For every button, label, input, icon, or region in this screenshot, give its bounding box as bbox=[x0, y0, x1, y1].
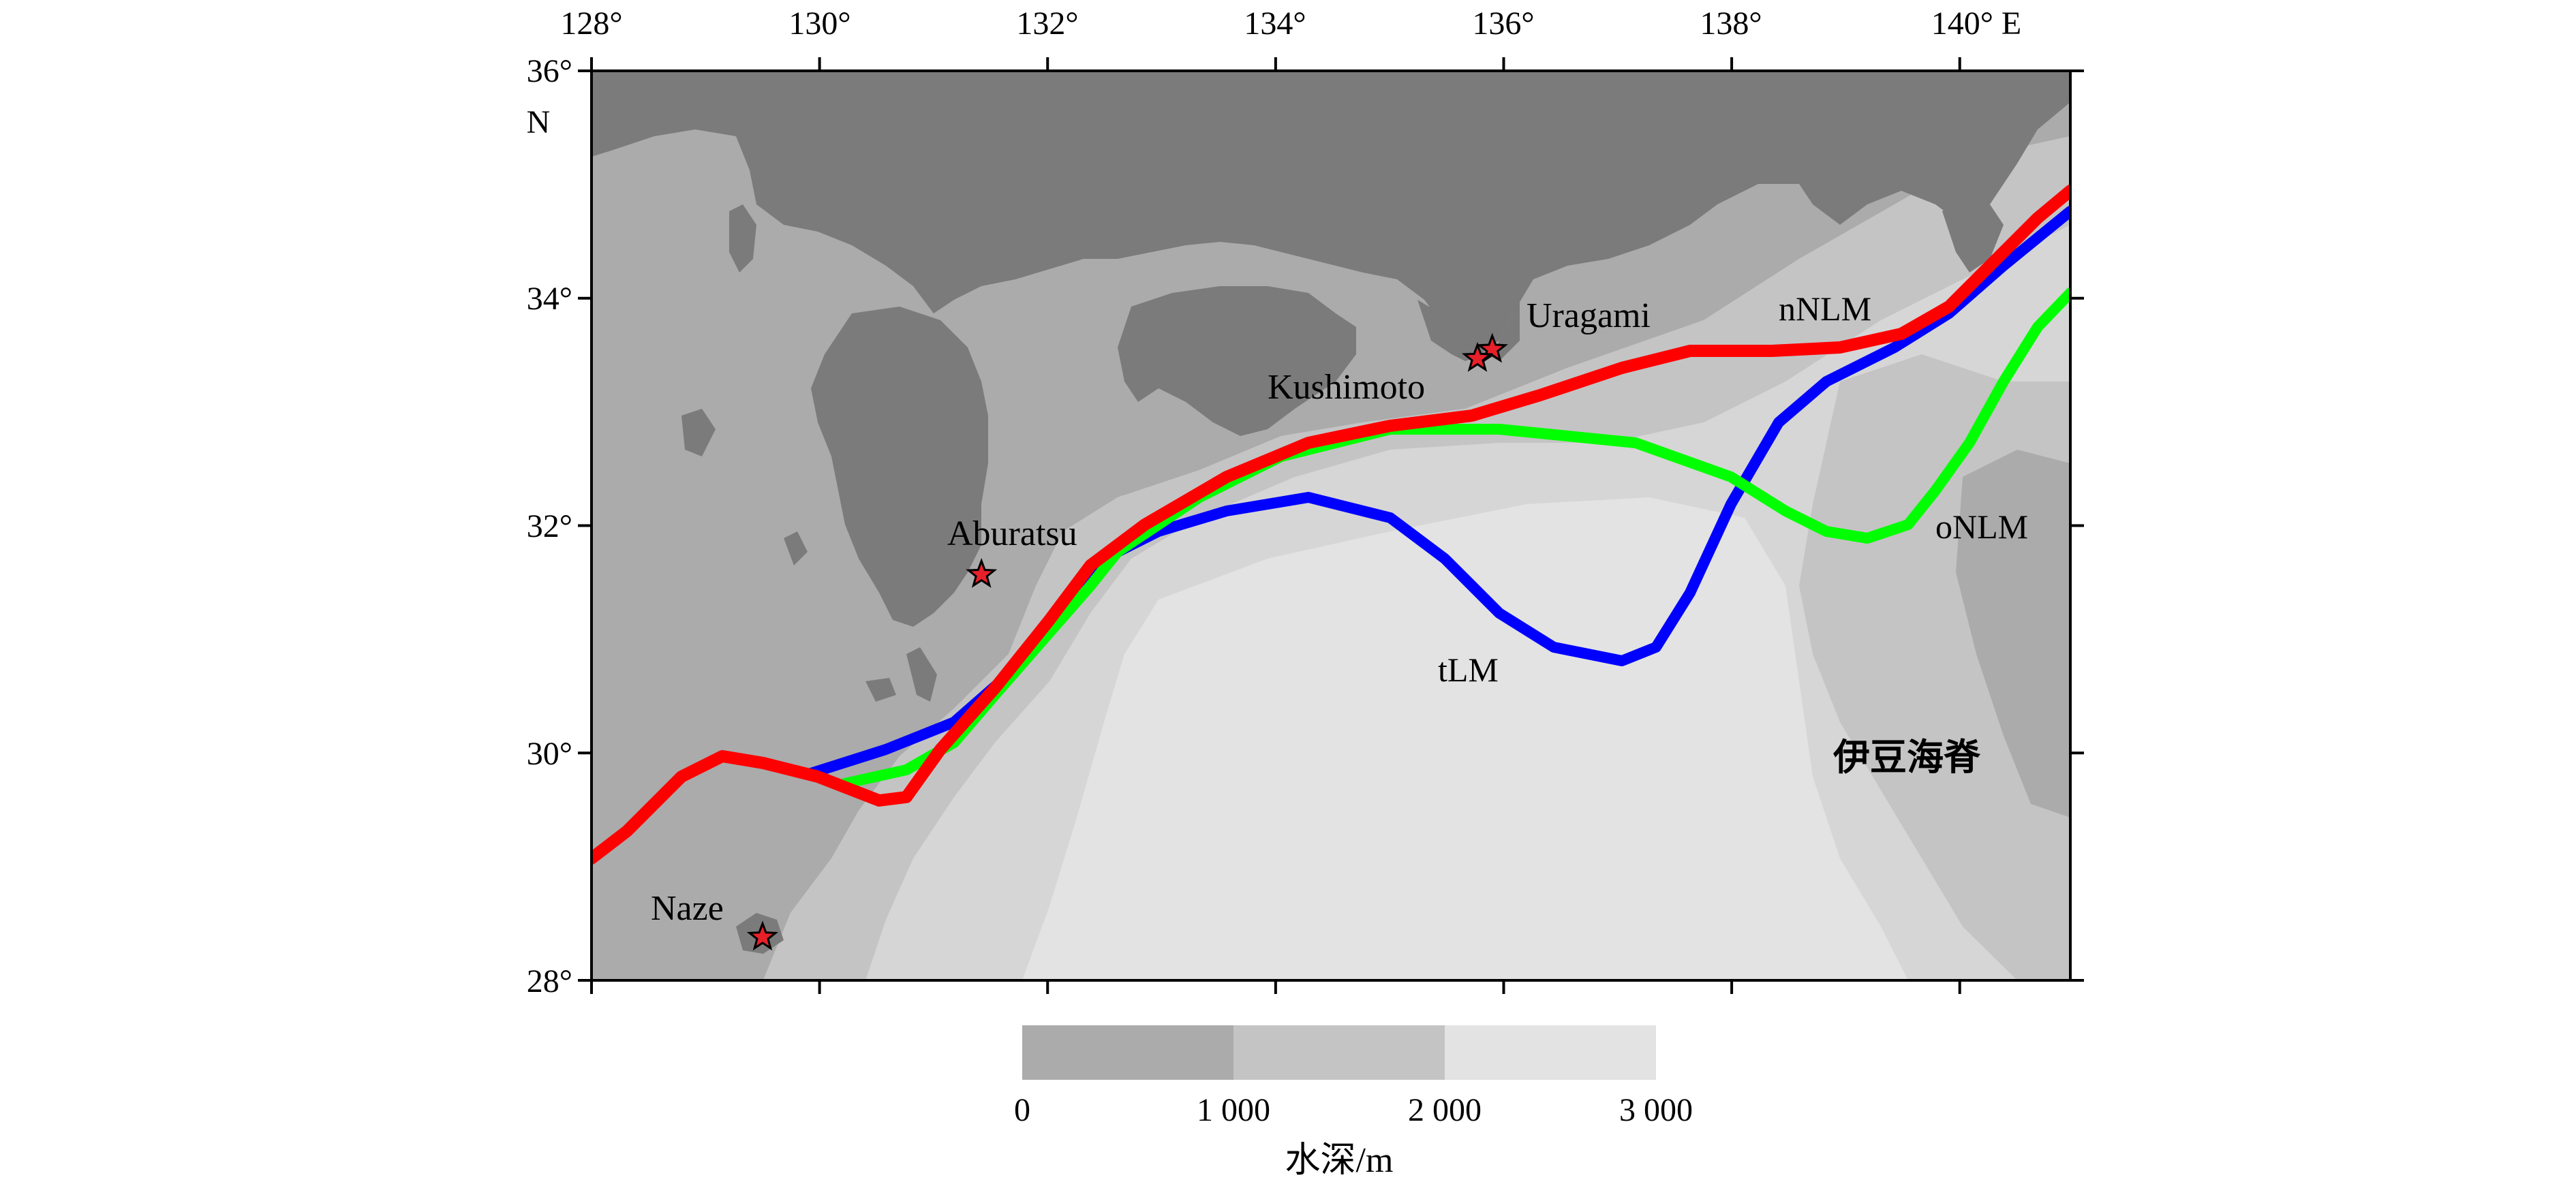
colorbar-tick-0: 0 bbox=[1014, 1092, 1030, 1128]
land-izu bbox=[1942, 198, 2004, 273]
lon-tick-140: 140° E bbox=[1931, 5, 2022, 42]
label-nNLM: nNLM bbox=[1779, 290, 1871, 328]
colorbar-swatch-0-1000 bbox=[1022, 1025, 1233, 1080]
lon-tick-136: 136° bbox=[1472, 5, 1534, 42]
station-label-aburatsu: Aburatsu bbox=[947, 514, 1077, 553]
lat-tick-32: 32° bbox=[527, 508, 572, 544]
lat-tick-36: 36° bbox=[527, 53, 572, 89]
lon-tick-132: 132° bbox=[1016, 5, 1078, 42]
lon-tick-labels: 128° 130° 132° 134° 136° 138° 140° E bbox=[560, 5, 2021, 42]
station-star-aburatsu bbox=[966, 557, 998, 588]
land-goto bbox=[681, 409, 716, 456]
path-nNLM bbox=[592, 185, 2070, 865]
lat-tick-30: 30° bbox=[527, 736, 572, 772]
land-yakushima bbox=[865, 678, 896, 702]
land-kyushu bbox=[811, 307, 988, 627]
colorbar-title: 水深/m bbox=[1285, 1141, 1394, 1180]
station-label-naze: Naze bbox=[651, 889, 724, 928]
abyssal-plain bbox=[1022, 497, 1908, 980]
label-izu-ridge: 伊豆海脊 bbox=[1833, 737, 1981, 778]
label-oNLM: oNLM bbox=[1935, 508, 2028, 546]
colorbar-tick-3000: 3 000 bbox=[1619, 1092, 1693, 1128]
colorbar-tick-1000: 1 000 bbox=[1197, 1092, 1270, 1128]
land-tanegashima bbox=[906, 647, 937, 702]
station-label-kushimoto: Kushimoto bbox=[1268, 368, 1425, 407]
colorbar: 0 1 000 2 000 3 000 水深/m bbox=[1014, 1025, 1693, 1180]
map-area bbox=[592, 71, 2070, 980]
station-markers bbox=[746, 332, 1508, 951]
tick-marks bbox=[578, 57, 2084, 994]
izu-ridge-crest bbox=[1956, 450, 2070, 818]
lat-tick-labels: 36° N 34° 32° 30° 28° bbox=[527, 53, 572, 999]
shallow-shelf bbox=[592, 71, 2070, 980]
lon-tick-128: 128° bbox=[560, 5, 622, 42]
station-star-kushimoto bbox=[1461, 341, 1494, 372]
colorbar-swatch-1000-2000 bbox=[1233, 1025, 1445, 1080]
colorbar-swatch-2000-3000 bbox=[1445, 1025, 1656, 1080]
label-tLM: tLM bbox=[1438, 651, 1499, 689]
lat-tick-28: 28° bbox=[527, 963, 572, 999]
land-koshiki bbox=[784, 531, 808, 565]
lon-tick-138: 138° bbox=[1700, 5, 1762, 42]
lat-unit: N bbox=[527, 104, 551, 140]
station-label-uragami: Uragami bbox=[1527, 296, 1651, 335]
lat-tick-34: 34° bbox=[527, 281, 572, 317]
lon-tick-130: 130° bbox=[788, 5, 850, 42]
land-kii bbox=[1417, 300, 1520, 361]
colorbar-tick-2000: 2 000 bbox=[1408, 1092, 1482, 1128]
land-honshu bbox=[592, 71, 2070, 354]
station-star-naze bbox=[746, 920, 779, 951]
station-star-uragami bbox=[1476, 332, 1508, 363]
lon-tick-134: 134° bbox=[1244, 5, 1306, 42]
land-shikoku bbox=[1118, 286, 1356, 436]
land-tsushima bbox=[729, 204, 756, 273]
